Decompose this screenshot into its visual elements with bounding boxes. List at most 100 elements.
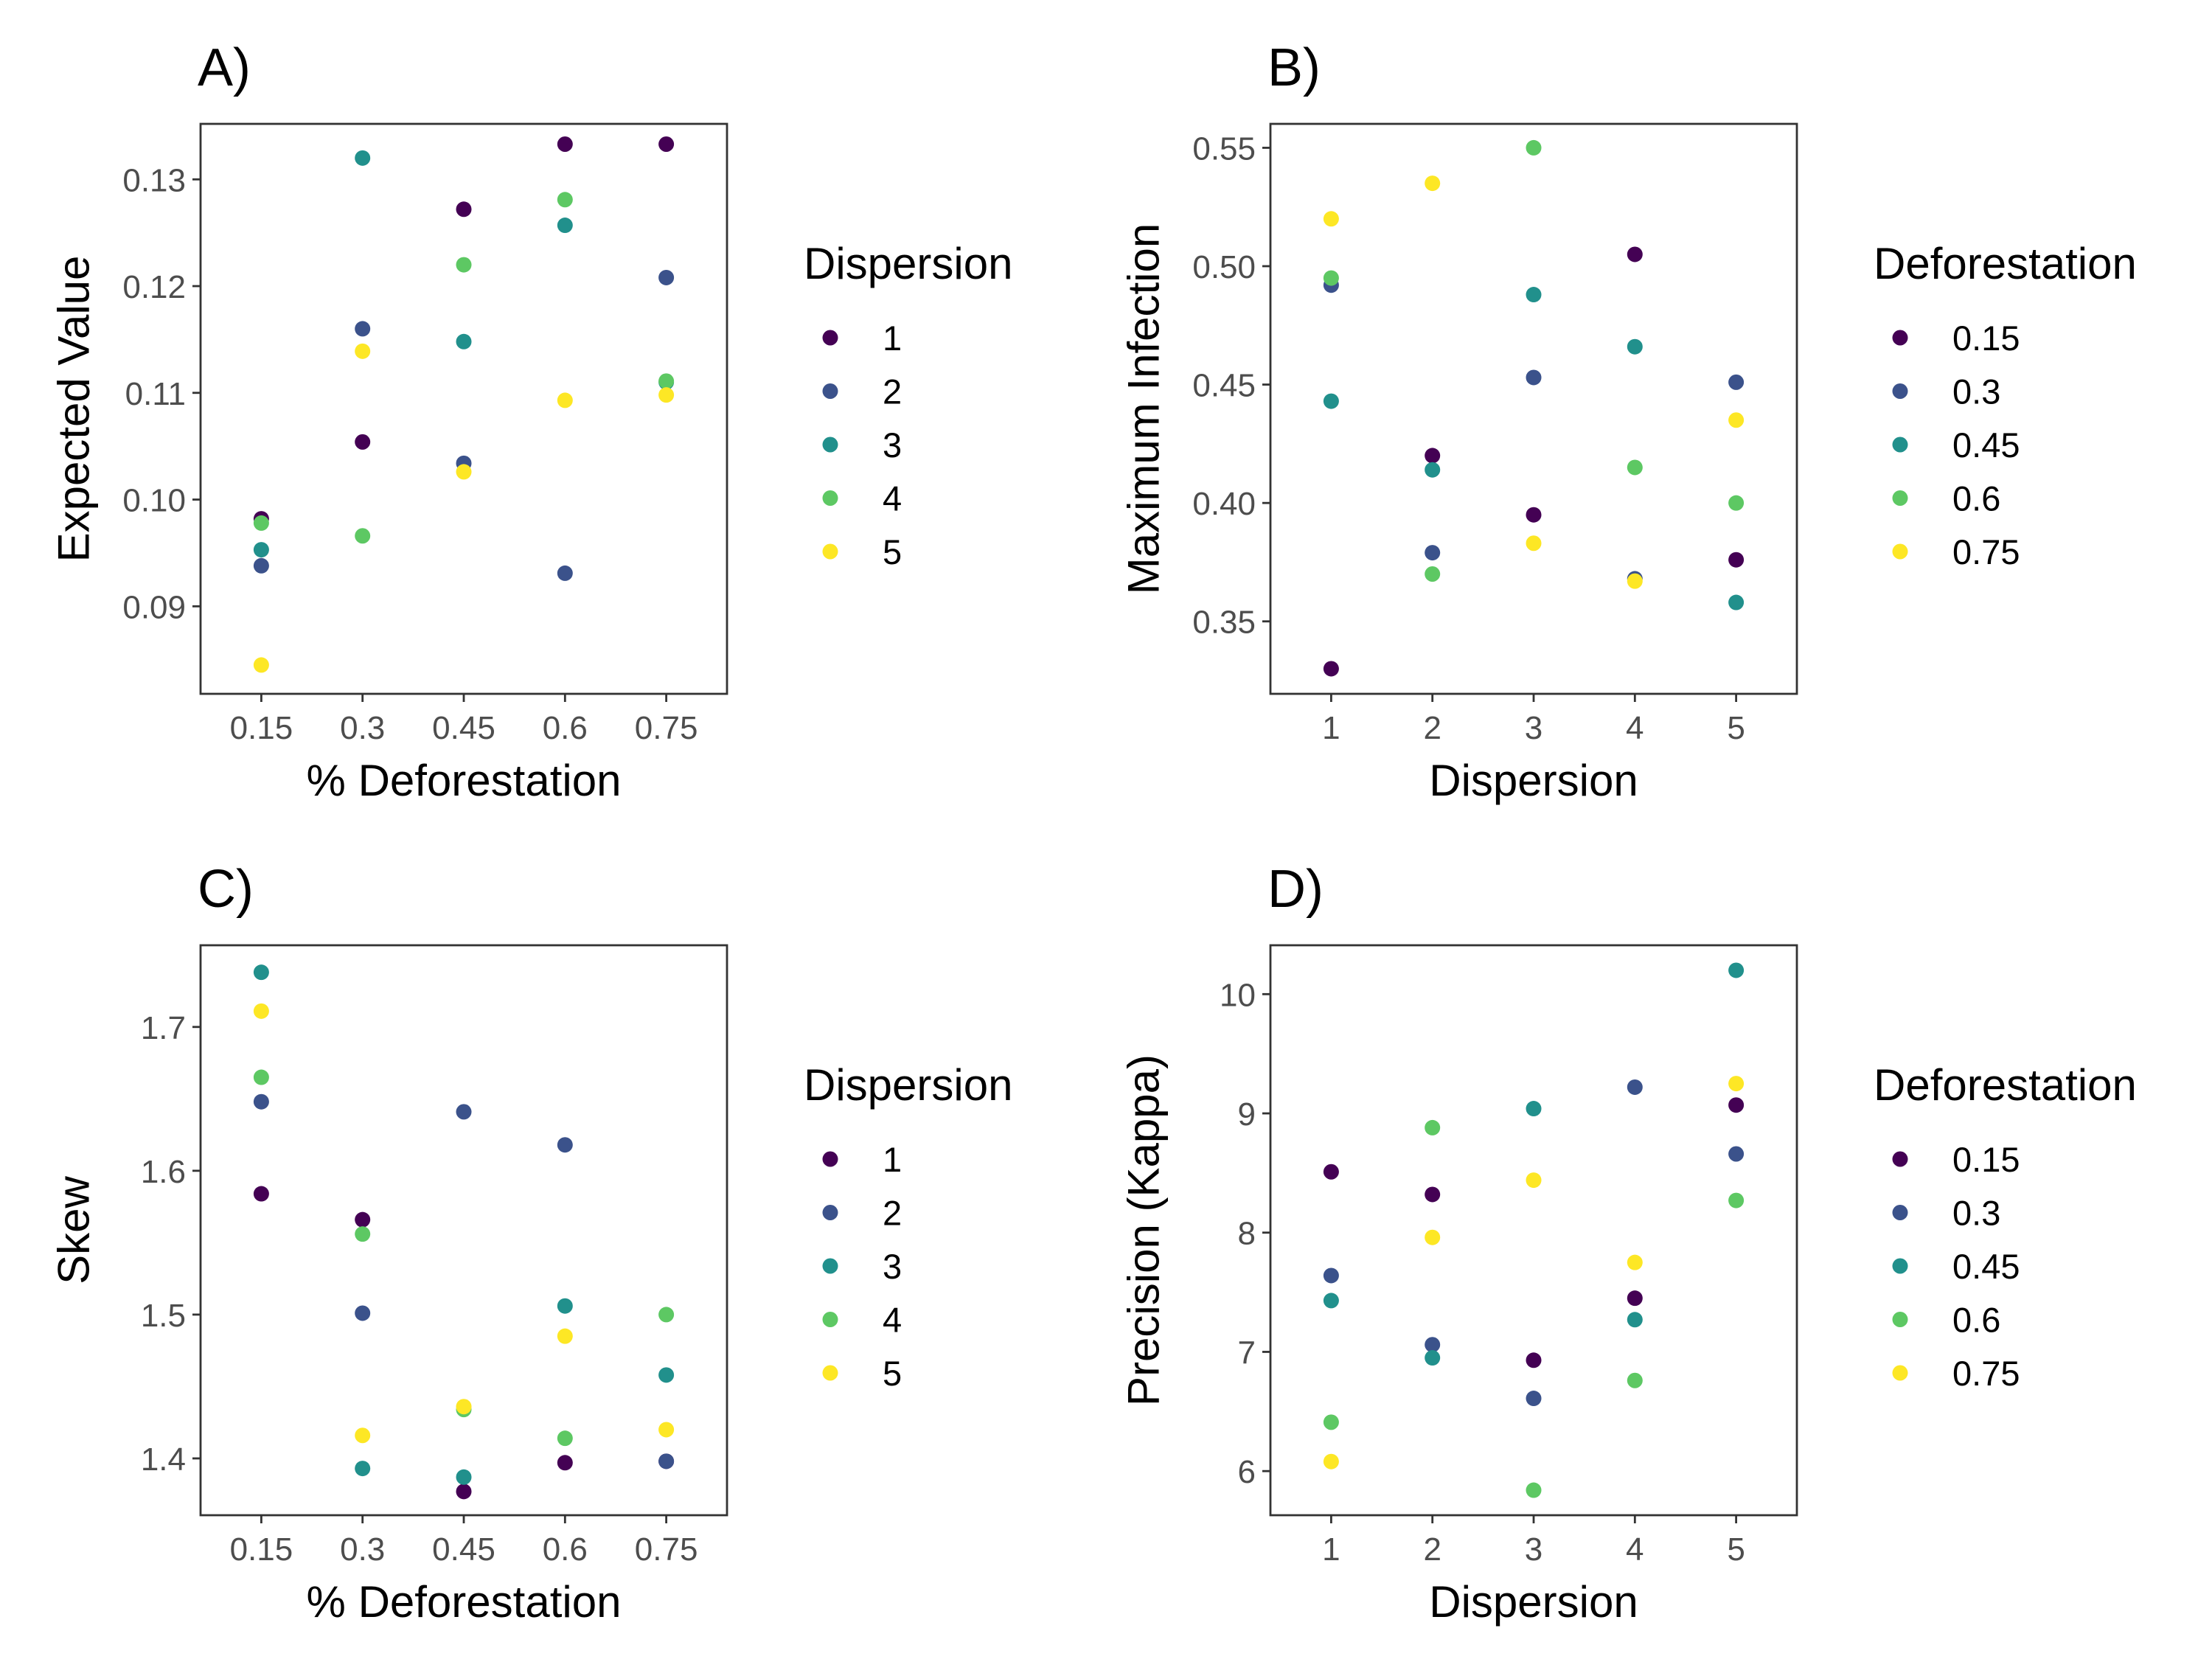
- point-s5-x2: [1425, 1229, 1441, 1245]
- x-tick-label: 0.3: [340, 710, 385, 746]
- point-s1-x5: [1728, 552, 1745, 568]
- point-s2-x2: [355, 1305, 371, 1321]
- y-tick-label: 1.6: [141, 1154, 186, 1190]
- panel-c: C) 0.15 0.3 0.45 0.6 0.75 1.4 1.5 1.6 1.7 % Defore…: [49, 860, 1013, 1627]
- x-tick-label: 1: [1322, 710, 1340, 746]
- point-s2-x2: [355, 321, 371, 337]
- point-s4-x1: [253, 515, 269, 531]
- x-tick-label: 0.75: [635, 710, 698, 746]
- point-s1-x1: [1323, 661, 1339, 677]
- legend: Deforestation 0.15 0.3 0.45 0.6 0.75: [1874, 239, 2137, 571]
- y-tick-label: 0.50: [1192, 249, 1256, 285]
- y-tick-label: 1.5: [141, 1298, 186, 1334]
- point-s4-x2: [1425, 1119, 1441, 1135]
- point-s5-x3: [1526, 1172, 1542, 1189]
- point-s3-x4: [1627, 338, 1643, 355]
- point-s2-x4: [557, 565, 573, 581]
- point-s5-x4: [1627, 1254, 1643, 1270]
- point-s3-x1: [253, 542, 269, 558]
- legend-title: Deforestation: [1874, 239, 2137, 288]
- point-s2-x1: [253, 1093, 269, 1110]
- point-s2-x4: [557, 1137, 573, 1153]
- point-s1-x3: [1526, 507, 1542, 523]
- point-s1-x4: [1627, 246, 1643, 262]
- point-s4-x5: [1728, 495, 1745, 511]
- legend-key-5: [822, 543, 838, 560]
- point-s1-x3: [456, 201, 472, 218]
- legend-label: 0.3: [1952, 1194, 2000, 1233]
- x-tick-label: 0.45: [432, 710, 495, 746]
- legend-key-2: [822, 383, 838, 399]
- point-s5-x1: [253, 1003, 269, 1019]
- y-axis-title: Skew: [49, 1175, 99, 1284]
- legend-label: 1: [883, 1140, 902, 1179]
- legend-key-4: [822, 1312, 838, 1327]
- point-s5-x5: [658, 387, 675, 403]
- point-s4-x2: [1425, 566, 1441, 582]
- x-tick-label: 1: [1322, 1531, 1340, 1568]
- point-s2-x1: [253, 557, 269, 574]
- legend-key-1: [1892, 1151, 1908, 1167]
- point-s3-x1: [1323, 1293, 1339, 1309]
- legend-key-3: [822, 1258, 838, 1274]
- legend-key-5: [822, 1365, 838, 1381]
- point-s5-x1: [253, 657, 269, 673]
- point-s5-x2: [355, 343, 371, 359]
- point-s5-x3: [456, 464, 472, 480]
- x-tick-label: 4: [1626, 1531, 1644, 1568]
- legend-label: 0.45: [1952, 1247, 2020, 1286]
- legend-label: 5: [883, 532, 902, 571]
- legend-label: 2: [883, 372, 902, 411]
- y-tick-label: 6: [1238, 1454, 1256, 1490]
- legend-title: Dispersion: [804, 239, 1012, 288]
- point-s5-x3: [1526, 535, 1542, 552]
- legend-label: 4: [883, 1301, 902, 1340]
- point-s3-x2: [1425, 462, 1441, 478]
- legend-label: 3: [883, 425, 902, 465]
- point-s3-x5: [658, 1367, 675, 1383]
- legend-label: 5: [883, 1354, 902, 1393]
- point-s4-x1: [1323, 1414, 1339, 1430]
- point-s5-x4: [1627, 573, 1643, 589]
- panel-tag: C): [198, 860, 254, 919]
- panel-tag: B): [1267, 38, 1321, 97]
- point-s1-x2: [1425, 448, 1441, 464]
- point-s2-x4: [1627, 1079, 1643, 1095]
- point-s4-x5: [658, 373, 675, 389]
- point-s3-x1: [253, 964, 269, 981]
- point-s2-x3: [456, 1104, 472, 1120]
- point-s4-x3: [456, 257, 472, 273]
- legend-key-5: [1892, 1365, 1908, 1381]
- point-s3-x3: [456, 333, 472, 349]
- legend-key-4: [822, 490, 838, 506]
- point-s5-x1: [1323, 211, 1339, 227]
- y-tick-label: 1.4: [141, 1441, 186, 1478]
- y-tick-label: 0.11: [125, 376, 186, 412]
- point-s4-x4: [1627, 1372, 1643, 1388]
- point-s1-x4: [557, 1455, 573, 1471]
- point-s2-x5: [658, 1453, 675, 1470]
- y-tick-label: 10: [1220, 977, 1256, 1013]
- point-s5-x3: [456, 1399, 472, 1415]
- legend-label: 0.15: [1952, 1140, 2020, 1179]
- point-s3-x4: [1627, 1312, 1643, 1328]
- x-tick-label: 4: [1626, 710, 1644, 746]
- legend-title: Dispersion: [804, 1060, 1012, 1110]
- x-tick-label: 5: [1727, 710, 1745, 746]
- legend-key-3: [822, 437, 838, 453]
- x-tick-label: 0.45: [432, 1531, 495, 1568]
- point-s5-x5: [1728, 1076, 1745, 1092]
- y-axis-title: Maximum Infection: [1119, 223, 1169, 595]
- legend-key-4: [1892, 1312, 1908, 1327]
- y-tick-label: 0.40: [1192, 486, 1256, 522]
- legend-label: 2: [883, 1194, 902, 1233]
- y-tick-label: 0.35: [1192, 605, 1256, 641]
- x-tick-label: 0.6: [543, 710, 588, 746]
- point-s3-x3: [1526, 1101, 1542, 1117]
- point-s3-x5: [1728, 962, 1745, 978]
- x-tick-label: 0.15: [230, 1531, 293, 1568]
- point-s5-x4: [557, 392, 573, 408]
- legend-label: 1: [883, 319, 902, 358]
- legend-label: 0.45: [1952, 425, 2020, 465]
- x-axis-title: Dispersion: [1429, 756, 1638, 805]
